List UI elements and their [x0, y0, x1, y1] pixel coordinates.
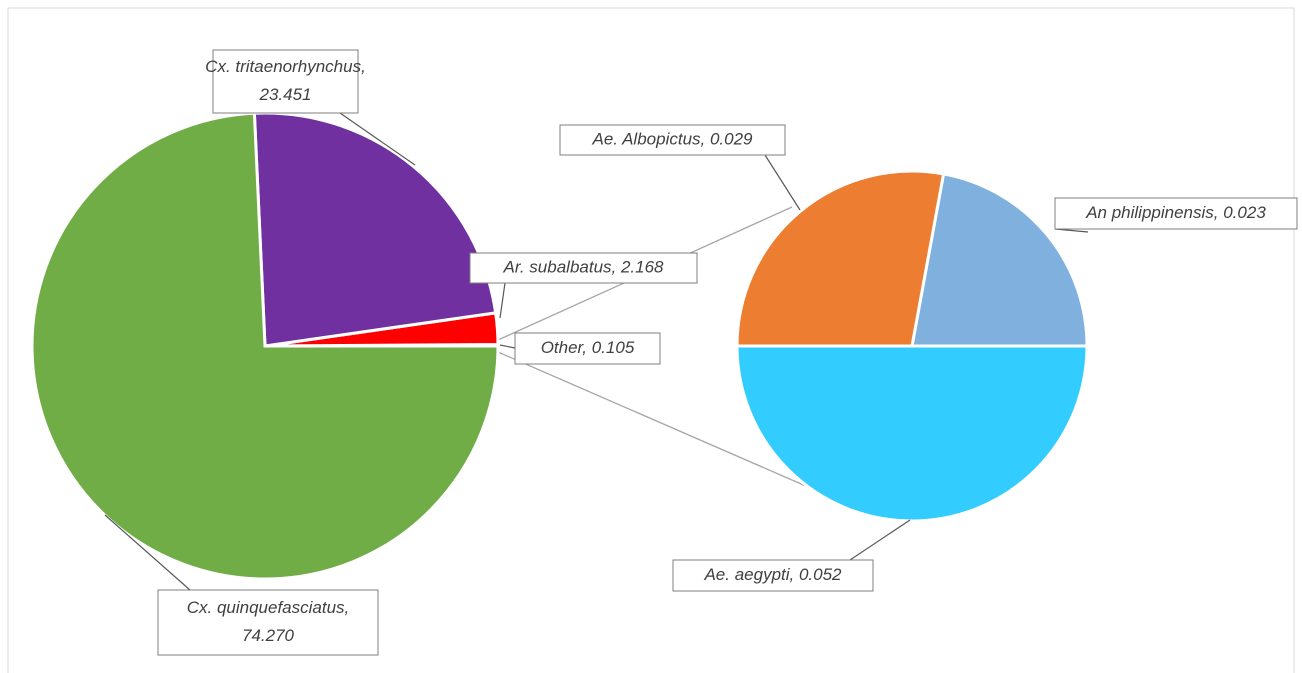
leader-line [104, 514, 191, 591]
pie-slice [735, 344, 1089, 523]
data-label: Ae. Albopictus, 0.029 [591, 129, 753, 148]
data-label: 23.451 [259, 85, 312, 104]
leader-line [499, 344, 516, 349]
data-label: Ar. subalbatus, 2.168 [502, 257, 664, 276]
leader-line [764, 154, 801, 211]
data-label: Cx. tritaenorhynchus, [205, 57, 366, 76]
data-label: Ae. aegypti, 0.052 [703, 565, 842, 584]
label-box [212, 49, 359, 114]
label-box [157, 589, 379, 656]
pie-slice [30, 111, 500, 581]
data-label: An philippinensis, 0.023 [1085, 203, 1266, 222]
leader-line [339, 112, 416, 166]
pie-slice [735, 169, 946, 348]
data-label: 74.270 [242, 626, 295, 645]
connector-line [497, 351, 816, 491]
leader-line [849, 519, 911, 561]
pie-slice [910, 172, 1089, 348]
label-box [514, 332, 661, 365]
data-label: Cx. quinquefasciatus, [187, 598, 350, 617]
data-label: Other, 0.105 [541, 338, 635, 357]
label-box [469, 252, 698, 284]
leader-line [499, 282, 506, 319]
label-box [672, 559, 874, 592]
label-box [1054, 197, 1298, 230]
label-box [559, 124, 786, 156]
